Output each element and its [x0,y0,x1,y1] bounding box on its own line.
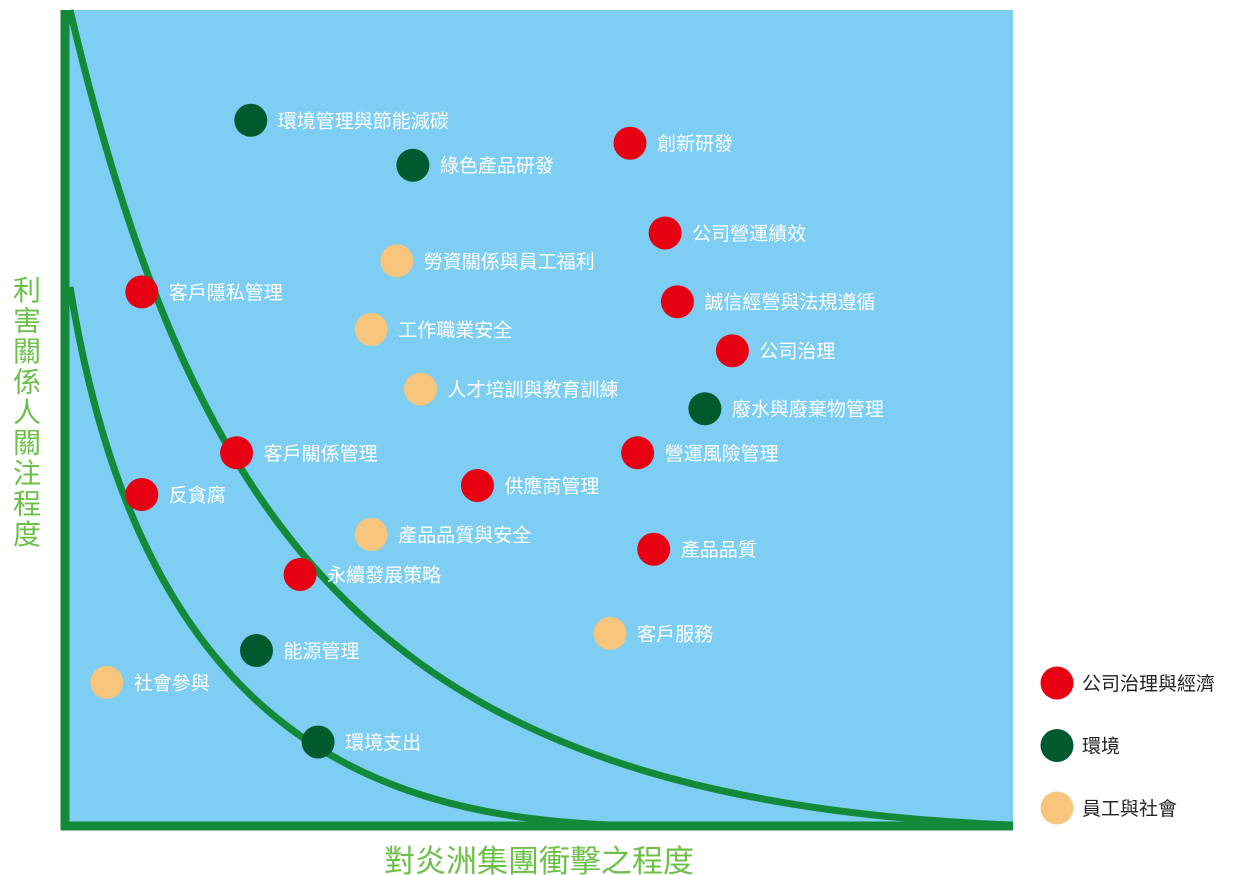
data-point-marker [460,469,494,502]
data-point-label: 工作職業安全 [398,319,512,341]
data-point-label: 客戶服務 [637,623,713,645]
data-point-label: 產品品質 [681,539,757,561]
data-point-label: 客戶關係管理 [264,443,378,465]
data-point-marker [688,392,722,426]
data-point-marker [240,634,273,667]
legend-label: 員工與社會 [1082,798,1177,820]
data-point-label: 綠色產品研發 [440,155,554,177]
data-point-label: 勞資關係與員工福利 [424,251,595,273]
data-point-label: 營運風險管理 [665,443,779,465]
data-point-label: 創新研發 [657,133,733,155]
data-point-marker [354,518,388,551]
legend-label: 環境 [1082,736,1120,758]
data-point-marker [593,616,627,650]
data-point-marker [648,216,682,250]
data-point-marker [220,436,254,470]
data-point-label: 環境管理與節能減碳 [278,110,449,132]
data-point-label: 產品品質與安全 [398,525,531,547]
data-point-marker [404,372,437,406]
data-point-marker [90,665,124,699]
data-point-label: 人才培訓與教育訓練 [448,379,619,401]
data-point-label: 誠信經營與法規遵循 [704,292,875,314]
data-point-label: 公司營運績效 [692,223,806,245]
data-point-label: 永續發展策略 [327,565,441,587]
data-point-marker [301,725,335,759]
data-point-label: 反貪腐 [169,485,226,507]
data-point-marker [621,436,655,470]
data-point-label: 客戶隱私管理 [169,282,283,304]
data-point-marker [354,312,388,346]
legend-marker [1040,666,1074,700]
data-point-marker [660,285,694,319]
data-point-marker [715,334,749,368]
data-point-label: 供應商管理 [504,475,599,498]
plot-area [65,10,1013,827]
data-points: 創新研發公司營運績效誠信經營與法規遵循公司治理營運風險管理供應商管理產品品質客戶… [90,103,884,759]
y-axis-title: 利害關係人關注程度 [13,274,41,551]
data-point-marker [283,558,317,591]
data-point-label: 廢水與廢棄物管理 [732,399,884,421]
data-point-marker [125,478,159,511]
data-point-label: 環境支出 [345,732,421,754]
materiality-curve-outer [66,9,1011,829]
legend-marker [1040,729,1074,762]
data-point-label: 能源管理 [284,641,360,663]
x-axis-title: 對炎洲集團衝擊之程度 [384,844,694,875]
materiality-curve-inner [66,286,611,829]
legend-marker [1040,791,1074,825]
data-point-marker [613,126,647,160]
data-point-label: 公司治理 [759,341,835,363]
data-point-marker [234,103,268,137]
data-point-marker [125,275,159,309]
data-point-marker [380,244,414,278]
legend-label: 公司治理與經濟 [1082,673,1215,695]
data-point-marker [396,148,430,182]
data-point-label: 社會參與 [134,672,210,694]
data-point-marker [637,532,671,566]
